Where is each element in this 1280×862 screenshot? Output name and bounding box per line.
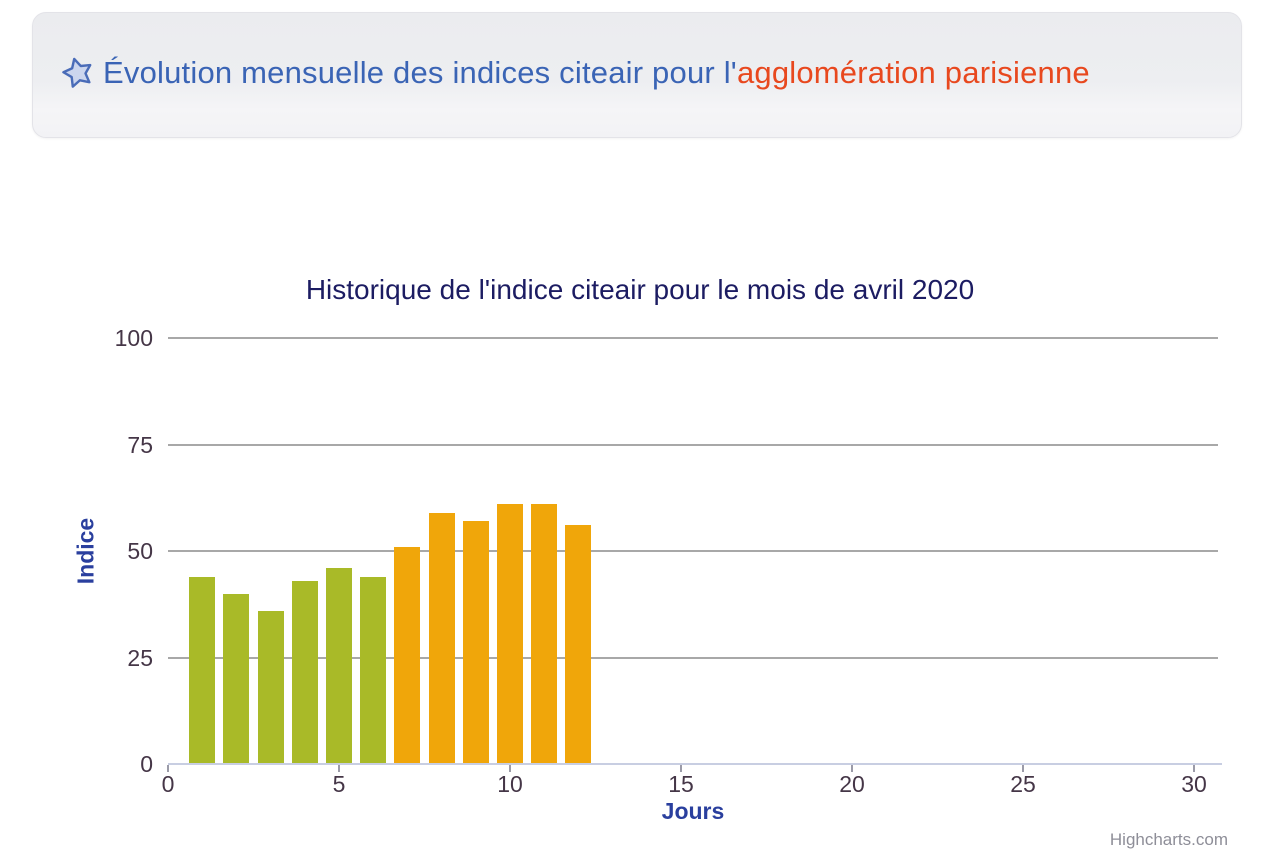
x-axis-line	[168, 763, 1222, 765]
header-title-highlight: agglomération parisienne	[736, 55, 1090, 90]
bar-day-5[interactable]	[326, 568, 352, 764]
x-tick	[509, 765, 512, 772]
gridline	[168, 550, 1218, 552]
x-tick	[1193, 765, 1196, 772]
bar-day-4[interactable]	[291, 580, 318, 764]
star-icon	[61, 56, 95, 90]
x-tick-label: 25	[1010, 771, 1036, 797]
x-tick-label: 15	[668, 771, 694, 797]
bar-day-3[interactable]	[257, 610, 284, 764]
x-tick-label: 30	[1181, 771, 1207, 797]
y-tick-label: 75	[127, 431, 153, 458]
x-tick	[338, 765, 340, 772]
bar-day-8[interactable]	[428, 512, 455, 764]
x-tick-label: 10	[497, 771, 523, 797]
y-tick-label: 0	[140, 751, 153, 777]
y-tick-label: 50	[127, 538, 153, 564]
x-tick-label: 0	[161, 771, 175, 797]
highcharts-credit[interactable]: Highcharts.com	[1109, 830, 1228, 849]
x-axis-title: Jours	[661, 798, 725, 824]
header-title-text: Évolution mensuelle des indices citeair …	[103, 55, 1090, 91]
x-tick-label: 20	[839, 771, 865, 797]
bar-day-1[interactable]	[189, 576, 216, 764]
chart-title: Historique de l'indice citeair pour le m…	[305, 274, 975, 305]
x-tick	[851, 765, 854, 772]
bar-day-2[interactable]	[223, 593, 250, 764]
bar-day-12[interactable]	[565, 525, 592, 764]
bar-day-11[interactable]	[531, 504, 558, 764]
header-title: Évolution mensuelle des indices citeair …	[61, 55, 1090, 91]
x-tick-label: 5	[332, 771, 346, 797]
bar-day-10[interactable]	[497, 504, 524, 764]
plot-area	[168, 337, 1218, 764]
gridline	[168, 337, 1218, 339]
bar-day-9[interactable]	[462, 521, 489, 764]
bar-day-7[interactable]	[394, 546, 421, 764]
y-tick-label: 100	[114, 325, 153, 351]
y-tick-label: 25	[127, 644, 153, 671]
x-tick	[167, 765, 169, 772]
header-title-primary: Évolution mensuelle des indices citeair …	[103, 55, 737, 90]
header-banner: Évolution mensuelle des indices citeair …	[32, 12, 1242, 138]
gridline	[168, 656, 1218, 659]
bar-day-6[interactable]	[360, 576, 387, 764]
x-tick	[680, 765, 683, 772]
gridline	[168, 443, 1218, 446]
x-tick	[1022, 765, 1025, 772]
